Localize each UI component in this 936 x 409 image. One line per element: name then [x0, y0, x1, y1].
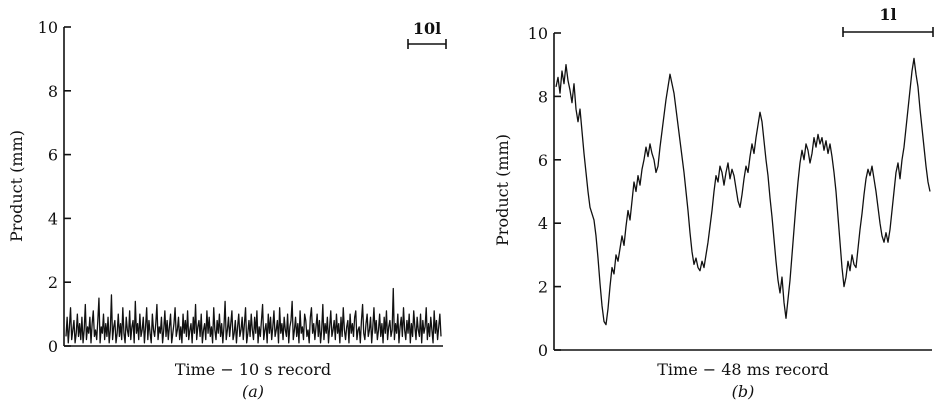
- panel-b-y-ticks: [554, 32, 561, 351]
- panel-b-scale-bar-label: 1l: [879, 5, 896, 24]
- panel-a-y-tick-label-4: 4: [48, 209, 58, 228]
- panel-b-y-tick-label-6: 6: [538, 151, 548, 170]
- panel-b-label: (b): [732, 382, 755, 401]
- panel-b-y-tick-label-2: 2: [538, 278, 548, 297]
- panel-b-y-tick-label-0: 0: [538, 341, 548, 360]
- panel-a-y-tick-labels: 0 2 4 6 8 10: [38, 18, 58, 356]
- panel-a-label: (a): [242, 382, 264, 401]
- panel-b-series-line: [555, 57, 931, 326]
- panel-a-y-ticks: [64, 26, 71, 347]
- panel-b-scale-bar: 1l: [842, 5, 934, 37]
- panel-b-y-axis-label: Product (mm): [493, 134, 512, 246]
- panel-b-y-tick-labels: 0 2 4 6 8 10: [528, 24, 548, 360]
- panel-b-x-axis-label: Time − 48 ms record: [657, 360, 829, 379]
- panel-b-y-tick-label-10: 10: [528, 24, 548, 43]
- panel-b-chart: 0 2 4 6 8 10 Product (mm) Time − 48 ms record…: [493, 5, 934, 401]
- panel-a-x-axis-label: Time − 10 s record: [175, 360, 331, 379]
- panel-a-scale-bar: 10l: [407, 19, 447, 49]
- panel-a-y-tick-label-0: 0: [48, 337, 58, 356]
- panel-a-y-tick-label-6: 6: [48, 146, 58, 165]
- panel-b-y-tick-label-8: 8: [538, 87, 548, 106]
- panel-a-series-line: [65, 287, 442, 344]
- panel-a-scale-bar-label: 10l: [413, 19, 441, 38]
- panel-a-y-tick-label-10: 10: [38, 18, 58, 37]
- panel-a-y-axis-label: Product (mm): [7, 130, 26, 242]
- panel-a-y-tick-label-2: 2: [48, 273, 58, 292]
- panel-b-y-tick-label-4: 4: [538, 214, 548, 233]
- panel-a-y-tick-label-8: 8: [48, 82, 58, 101]
